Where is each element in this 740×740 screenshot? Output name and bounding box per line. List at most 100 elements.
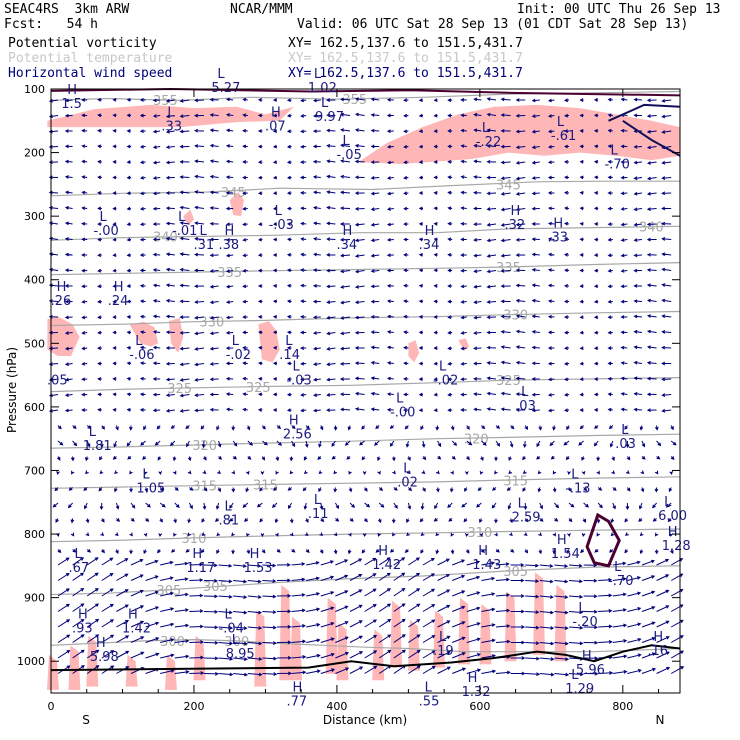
wind-vector-377 — [531, 222, 540, 226]
theta-contour-305 — [50, 565, 681, 596]
wind-vector-1541 — [583, 640, 599, 645]
wind-vector-1553 — [130, 651, 145, 659]
wind-vector-964 — [318, 440, 322, 448]
wind-vector-232 — [300, 175, 307, 180]
wind-vector-1588 — [641, 652, 656, 659]
wind-vector-752 — [354, 361, 365, 366]
wind-vector-1505 — [57, 634, 71, 643]
wind-vector-229 — [258, 175, 263, 180]
wind-vector-1128 — [202, 502, 207, 510]
wind-vector-667 — [370, 330, 380, 335]
wind-vector-78 — [564, 113, 570, 118]
wind-vector-1301 — [218, 563, 233, 568]
wind-vector-1104 — [477, 487, 482, 491]
wind-vector-863 — [97, 408, 102, 412]
wind-vector-165 — [579, 144, 584, 149]
wind-vector-422 — [564, 237, 570, 242]
wind-vector-1376 — [57, 588, 70, 597]
wind-vector-1273 — [435, 549, 440, 555]
wind-vector-228 — [242, 175, 248, 180]
wind-vector-1527 — [378, 634, 392, 643]
wind-vector-243 — [460, 175, 467, 179]
wind-vector-465 — [564, 252, 570, 257]
wind-vector-1359 — [437, 574, 451, 581]
wind-vector-390 — [97, 237, 102, 242]
hl-value-47: .93 — [72, 622, 93, 637]
wind-vector-1195 — [554, 518, 559, 522]
pv-closed-contour — [585, 512, 621, 568]
wind-vector-209 — [593, 160, 599, 164]
theta-label-335-1: 335 — [496, 261, 521, 276]
wind-vector-969 — [389, 440, 395, 447]
hl-letter-36: L — [225, 500, 233, 515]
hl-letter-14: L — [275, 204, 283, 219]
wind-vector-1422 — [101, 603, 114, 612]
wind-vector-747 — [286, 361, 292, 366]
hl-letter-11: L — [178, 210, 186, 225]
wind-vector-451 — [354, 254, 365, 258]
wind-vector-1175 — [259, 518, 264, 523]
wind-vector-408 — [354, 238, 365, 243]
wind-vector-1224 — [348, 532, 352, 537]
wind-vector-1368 — [568, 579, 583, 584]
hl-letter-24: L — [292, 360, 300, 375]
wind-vector-734 — [97, 361, 102, 366]
wind-vector-868 — [165, 408, 175, 413]
y-tick-label-800: 800 — [24, 528, 45, 541]
wind-vector-186 — [257, 160, 263, 164]
wind-vector-457 — [447, 253, 453, 257]
wind-vector-1034 — [85, 470, 89, 475]
wind-vector-384 — [633, 222, 643, 227]
wind-vector-1499 — [598, 624, 613, 629]
wind-vector-335 — [547, 206, 555, 211]
wind-vector-68 — [418, 113, 424, 118]
wind-vector-840 — [386, 392, 394, 397]
wind-vector-738 — [152, 361, 161, 366]
wind-vector-960 — [262, 440, 268, 446]
wind-vector-1169 — [173, 518, 177, 524]
wind-vector-157 — [460, 144, 467, 148]
wind-vector-1323 — [539, 564, 554, 568]
hl-letter-49: H — [96, 636, 106, 651]
wind-vector-1379 — [101, 588, 114, 597]
wind-vector-809 — [564, 377, 570, 382]
wind-vector-910 — [156, 425, 161, 430]
wind-vector-1604 — [247, 672, 263, 677]
wind-vector-1366 — [539, 579, 554, 584]
hl-letter-23: L — [285, 334, 293, 349]
wind-vector-611 — [179, 315, 190, 319]
wind-vector-483 — [194, 268, 205, 273]
wind-vector-92 — [139, 129, 146, 134]
hl-letter-45: H — [557, 533, 567, 548]
wind-vector-1324 — [554, 564, 569, 568]
wind-vector-370 — [433, 222, 438, 226]
hl-letter-41: H — [192, 547, 202, 562]
wind-vector-340 — [620, 207, 628, 211]
wind-vector-1065 — [537, 470, 542, 475]
wind-vector-151 — [370, 144, 380, 149]
wind-vector-1127 — [188, 502, 193, 510]
pv-shade-5 — [129, 321, 159, 347]
wind-vector-80 — [593, 113, 599, 118]
wind-vector-1497 — [568, 625, 584, 630]
wind-vector-1013 — [407, 456, 411, 461]
wind-vector-1517 — [233, 641, 248, 646]
wind-vector-880 — [340, 407, 351, 412]
wind-vector-345 — [64, 221, 73, 226]
wind-vector-424 — [593, 237, 599, 242]
wind-vector-1336 — [101, 573, 114, 581]
wind-vector-1430 — [218, 610, 233, 615]
wind-vector-543 — [447, 284, 453, 288]
wind-vector-1503 — [656, 620, 670, 628]
wind-vector-810 — [579, 377, 584, 381]
pv-shade-6 — [168, 317, 184, 353]
hl-letter-39: H — [668, 525, 678, 540]
wind-vector-352 — [165, 221, 175, 226]
wind-vector-456 — [433, 253, 438, 257]
wind-vector-798 — [403, 377, 409, 381]
wind-vector-259 — [64, 190, 73, 195]
wind-vector-1230 — [435, 532, 440, 537]
wind-vector-464 — [547, 252, 555, 257]
wind-vector-1534 — [481, 638, 496, 643]
wind-vector-265 — [152, 191, 161, 196]
